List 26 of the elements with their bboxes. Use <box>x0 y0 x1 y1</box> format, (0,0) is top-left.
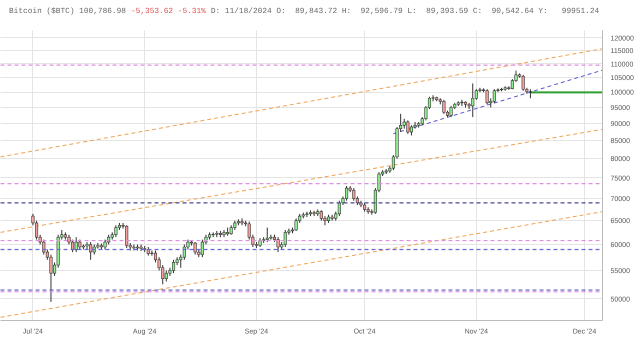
candlestick <box>78 239 82 250</box>
candlestick <box>406 120 410 134</box>
candlestick <box>233 220 236 230</box>
candlestick <box>164 270 168 282</box>
candlestick <box>89 242 92 260</box>
candlestick <box>230 224 233 236</box>
candlestick <box>194 242 197 256</box>
candlestick <box>471 82 474 118</box>
candlestick <box>522 74 525 92</box>
candlestick <box>294 218 298 232</box>
candlestick <box>284 229 287 248</box>
candlestick <box>125 224 128 249</box>
candlestick <box>450 105 453 118</box>
candlestick <box>492 88 496 104</box>
candlestick <box>402 118 406 130</box>
candlestick <box>276 236 280 253</box>
candlestick <box>266 227 269 243</box>
candlestick <box>442 99 446 114</box>
candlestick <box>410 124 414 136</box>
candlestick <box>172 259 176 274</box>
candlestick <box>352 188 356 202</box>
candlestick <box>345 186 348 202</box>
candlestick <box>74 236 78 253</box>
candlestick <box>114 224 118 238</box>
candlestick <box>486 88 489 105</box>
candlestick <box>320 210 323 222</box>
